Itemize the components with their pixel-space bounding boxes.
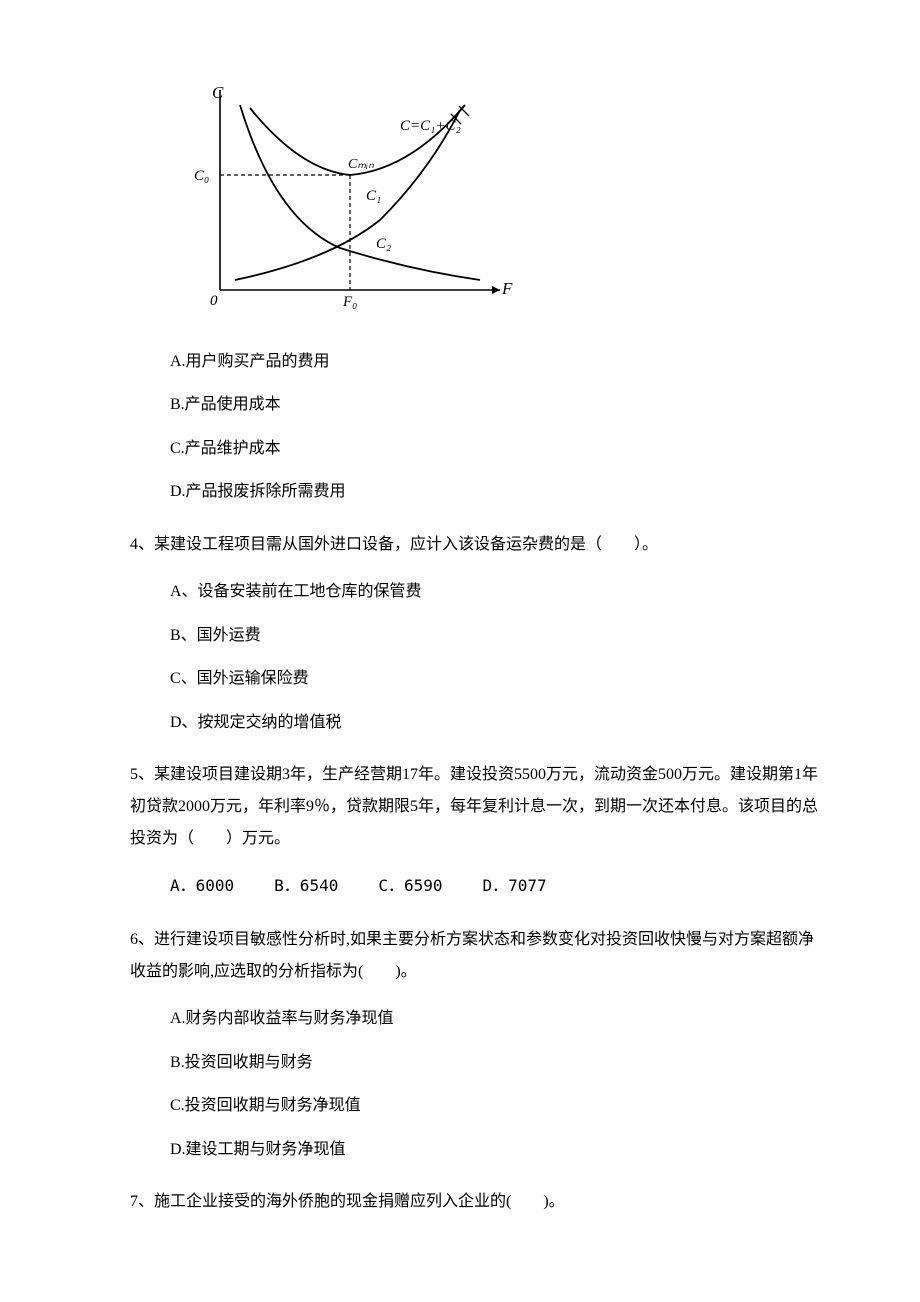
f0-label: F₀ [342,294,357,310]
q7-stem: 7、施工企业接受的海外侨胞的现金捐赠应列入企业的( )。 [130,1186,820,1218]
c1-curve [235,110,460,280]
q4-option-d: D、按规定交纳的增值税 [170,710,820,736]
c1-label: C₁ [366,188,381,204]
q6-option-a: A.财务内部收益率与财务净现值 [170,1006,820,1032]
q3-option-d: D.产品报废拆除所需费用 [170,479,820,505]
q5-options-row: A．6000 B．6540 C．6590 D．7077 [170,873,820,900]
q5-option-a: A．6000 [170,876,234,895]
q4-option-c: C、国外运输保险费 [170,666,820,692]
q4-option-b: B、国外运费 [170,623,820,649]
q6-stem: 6、进行建设项目敏感性分析时,如果主要分析方案状态和参数变化对投资回收快慢与对方… [130,924,820,988]
q3-option-a: A.用户购买产品的费用 [170,349,820,375]
diagram-svg: 0 C F C₀ Cₘᵢₙ C₁ C₂ C=C₁+C₂ F₀ [180,80,520,320]
q5-option-b: B．6540 [274,876,338,895]
q4-stem: 4、某建设工程项目需从国外进口设备，应计入该设备运杂费的是（ ）。 [130,529,820,561]
q3-option-b: B.产品使用成本 [170,392,820,418]
q5-stem: 5、某建设项目建设期3年，生产经营期17年。建设投资5500万元，流动资金500… [130,759,820,855]
q6-option-b: B.投资回收期与财务 [170,1050,820,1076]
q5-option-c: C．6590 [378,876,442,895]
cmin-label: Cₘᵢₙ [348,157,374,172]
c2-label: C₂ [376,236,391,252]
q4-option-a: A、设备安装前在工地仓库的保管费 [170,579,820,605]
c0-label: C₀ [194,168,209,184]
q6-option-c: C.投资回收期与财务净现值 [170,1093,820,1119]
origin-label: 0 [210,293,218,309]
q5-option-d: D．7077 [483,876,547,895]
x-axis-label: F [501,279,513,298]
sum-label: C=C₁+C₂ [400,118,461,134]
cost-function-diagram: 0 C F C₀ Cₘᵢₙ C₁ C₂ C=C₁+C₂ F₀ [180,80,820,329]
y-axis-label: C [212,83,224,102]
q6-option-d: D.建设工期与财务净现值 [170,1137,820,1163]
q3-option-c: C.产品维护成本 [170,436,820,462]
